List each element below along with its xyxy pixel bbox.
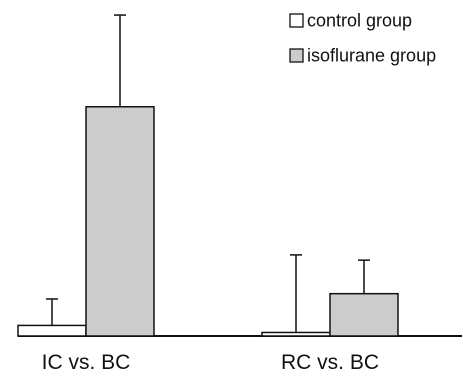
category-label-1: RC vs. BC — [281, 351, 379, 374]
bar-isoflurane-1 — [329, 292, 399, 337]
legend-label-control: control group — [307, 11, 412, 31]
error-bars-layer — [46, 14, 370, 333]
bar-control-0 — [17, 324, 87, 337]
bar-isoflurane-0 — [85, 106, 155, 337]
category-label-0: IC vs. BC — [42, 351, 131, 374]
bars-layer — [17, 106, 399, 337]
legend-label-isoflurane: isoflurane group — [307, 46, 436, 66]
legend: control group isoflurane group — [289, 11, 436, 66]
legend-swatch-isoflurane — [289, 48, 304, 63]
category-labels: IC vs. BC RC vs. BC — [42, 351, 379, 374]
bar-control-1 — [261, 331, 331, 337]
legend-swatch-control — [289, 13, 304, 28]
